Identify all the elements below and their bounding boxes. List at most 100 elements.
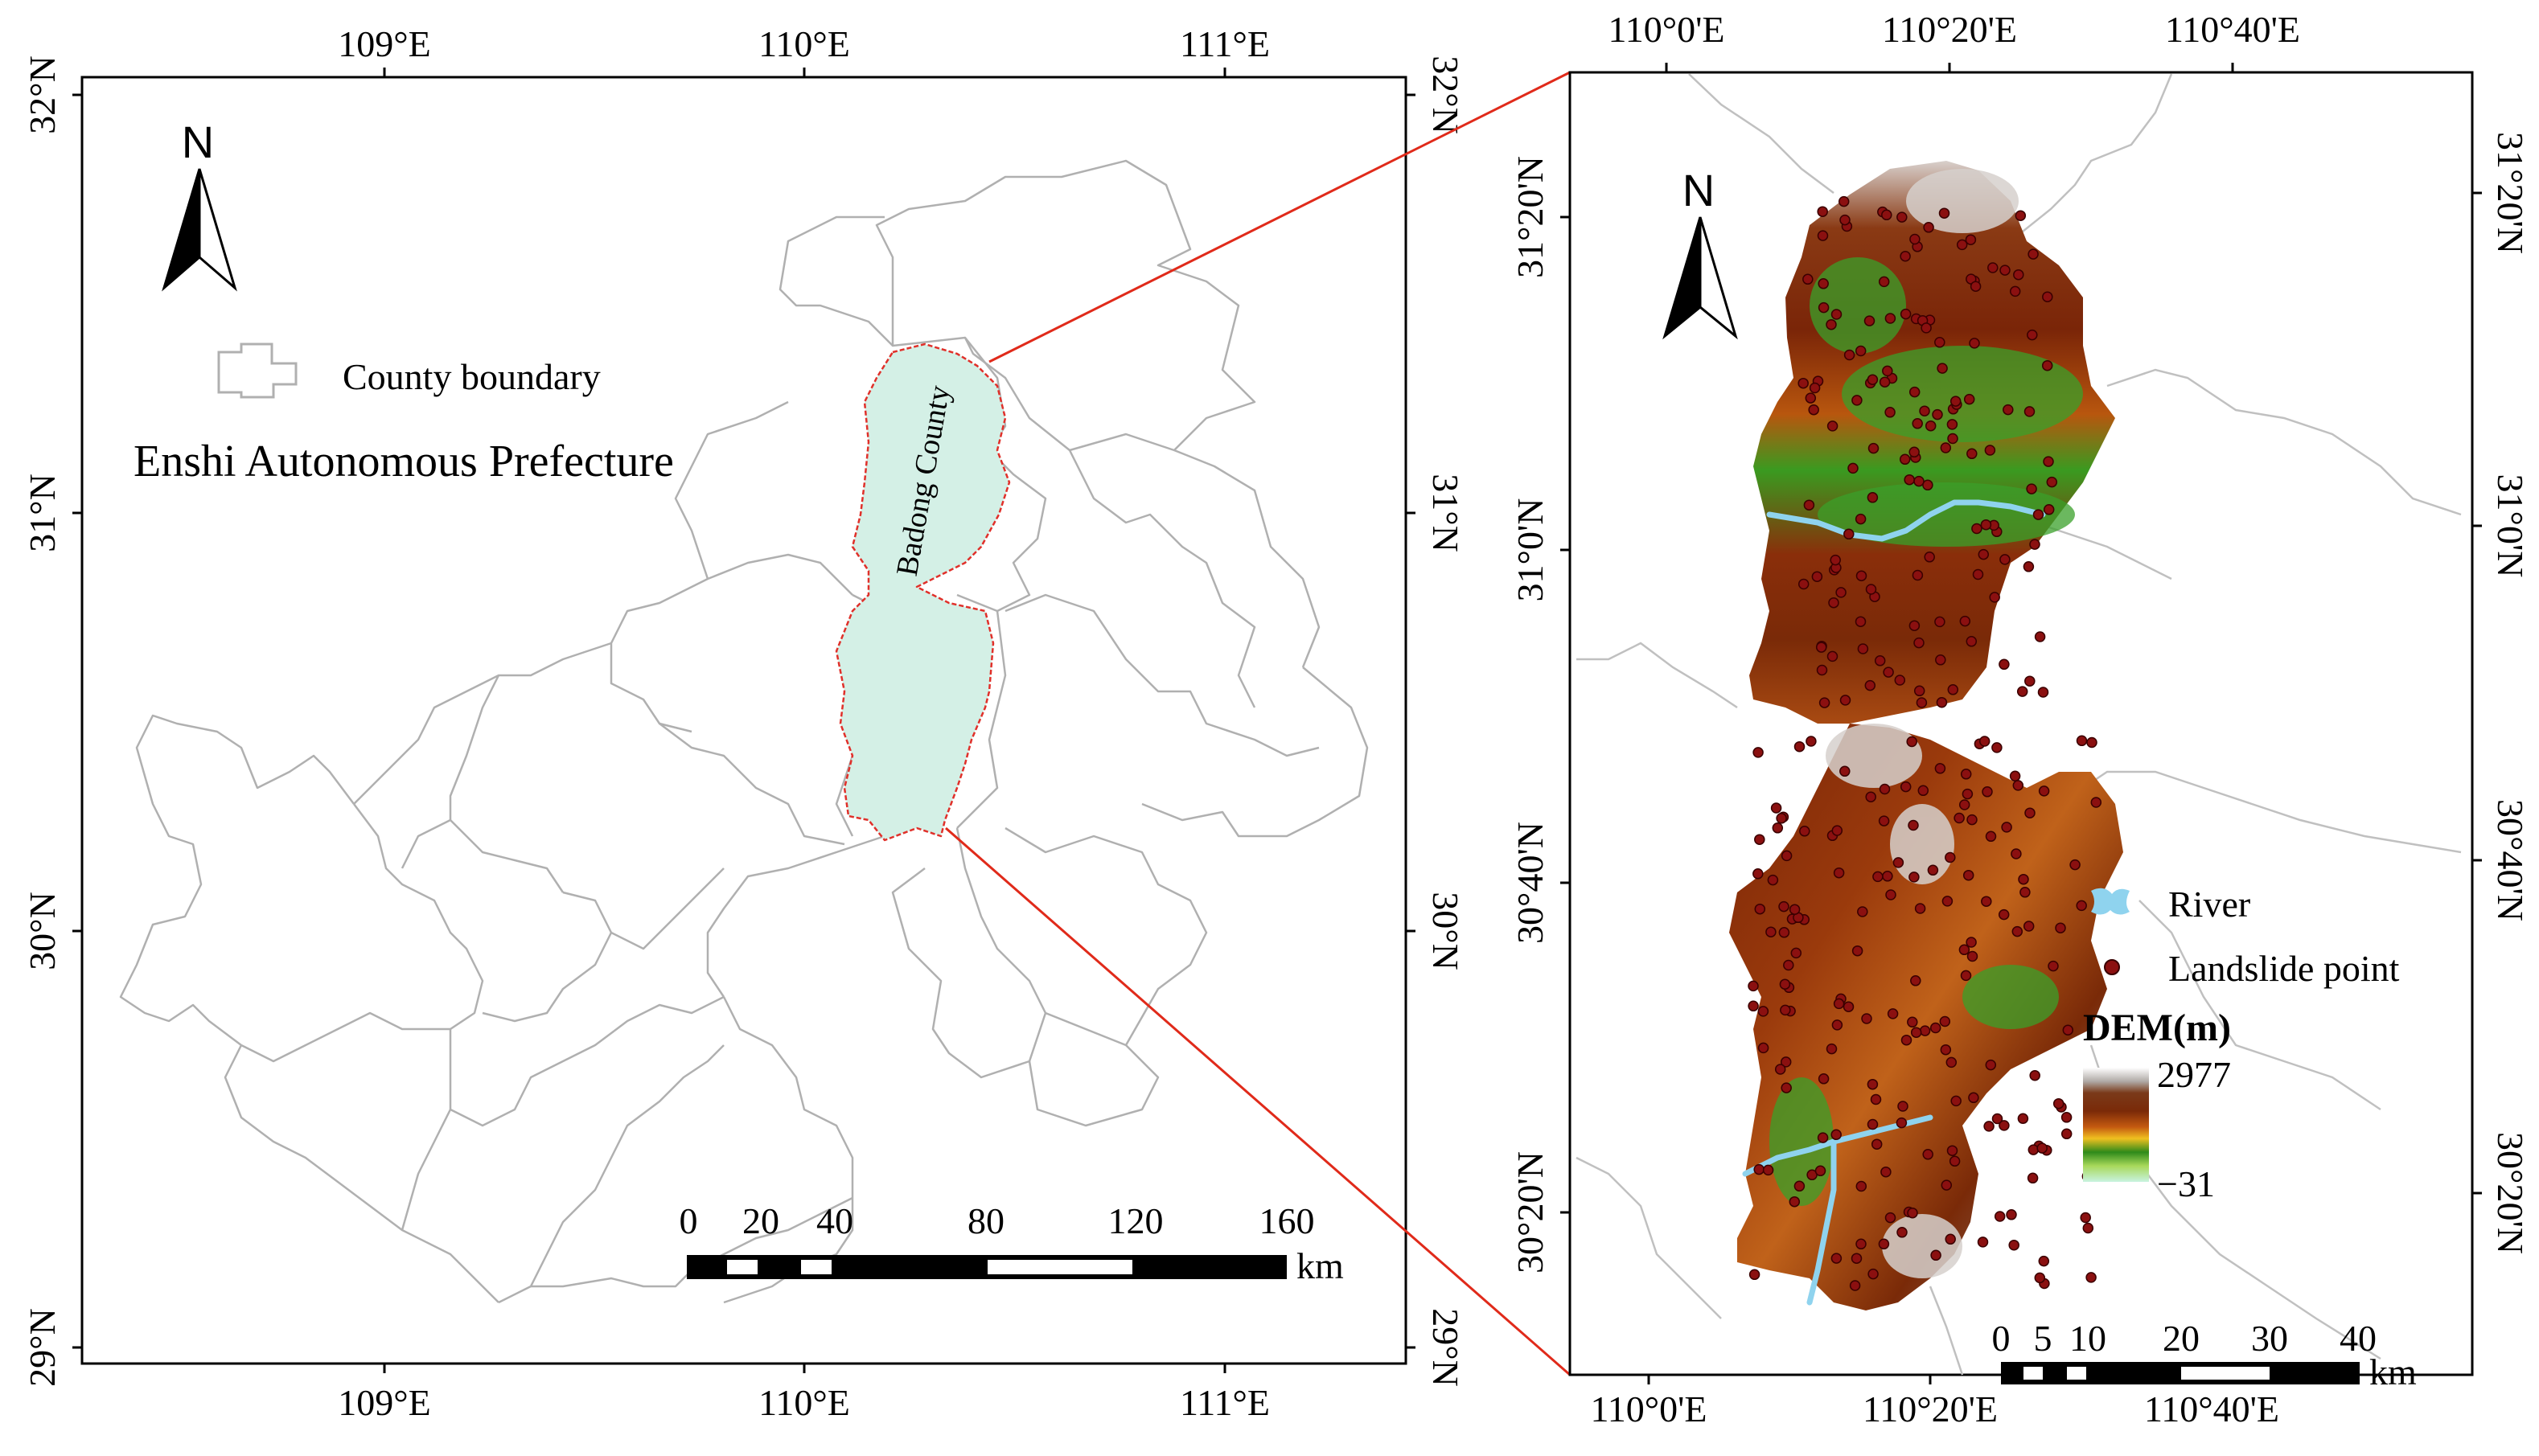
dem-lowland-patches	[1769, 257, 2083, 1206]
landslide-point	[1954, 812, 1965, 824]
dem-color-ramp	[2083, 1068, 2149, 1182]
landslide-point	[2069, 859, 2081, 871]
right-scale-bar: 0 5 10 20 30 40 km	[1992, 1318, 2418, 1392]
landslide-point	[1774, 1064, 1786, 1075]
landslide-point	[1946, 1145, 1958, 1156]
landslide-point	[1778, 900, 1789, 913]
landslide-point	[1922, 479, 1933, 491]
landslide-point	[1907, 1016, 1918, 1028]
landslide-legend-label: Landslide point	[2168, 948, 2400, 989]
river-legend-icon	[2091, 888, 2130, 915]
landslide-point	[1934, 337, 1945, 348]
landslide-point	[1778, 927, 1790, 938]
landslide-point	[1900, 308, 1912, 320]
landslide-point	[1884, 1212, 1896, 1224]
landslide-point	[2027, 329, 2038, 341]
landslide-point	[2038, 1255, 2050, 1267]
landslide-point	[2009, 285, 2021, 297]
landslide-point	[1874, 655, 1886, 666]
north-label: N	[182, 117, 214, 167]
landslide-point	[2003, 404, 2014, 416]
landslide-point	[1748, 1269, 1760, 1281]
landslide-point	[1872, 871, 1884, 883]
landslide-point	[1950, 1095, 1962, 1107]
landslide-point	[1883, 666, 1894, 678]
landslide-point	[1958, 944, 1970, 956]
landslide-point	[1816, 664, 1828, 676]
left-lat-label: 31°N	[22, 474, 63, 552]
landslide-point	[1958, 799, 1970, 810]
landslide-point	[2038, 785, 2050, 797]
landslide-point	[1924, 552, 1935, 563]
landslide-point	[2037, 687, 2049, 698]
left-bottom-lon-label: 109°E	[338, 1382, 431, 1423]
landslide-point	[2028, 1144, 2040, 1155]
landslide-point	[1855, 1180, 1867, 1192]
landslide-point	[1972, 568, 1984, 580]
landslide-point	[1884, 313, 1896, 324]
landslide-point	[1855, 570, 1867, 581]
landslide-point	[1904, 474, 1915, 486]
landslide-point	[1999, 265, 2011, 276]
landslide-point	[1998, 908, 2010, 921]
landslide-point	[2001, 822, 2012, 833]
landslide-point	[1960, 769, 1972, 780]
left-lat-label: 32°N	[22, 55, 63, 134]
landslide-point	[2006, 1209, 2017, 1220]
landslide-point	[1805, 392, 1817, 404]
landslide-point	[1909, 233, 1921, 245]
county-boundary-legend-label: County boundary	[343, 356, 601, 397]
badong-county-shape	[835, 342, 1011, 842]
landslide-point	[1838, 195, 1850, 207]
scale-unit-label: km	[1296, 1245, 1344, 1286]
scale-tick-label: 160	[1259, 1200, 1315, 1241]
landslide-point	[1752, 868, 1764, 880]
landslide-point	[1830, 554, 1841, 566]
left-top-lon-ticks	[383, 68, 1226, 77]
landslide-point	[1896, 1227, 1908, 1238]
left-top-lon-label: 109°E	[338, 23, 431, 64]
landslide-point	[1811, 571, 1823, 582]
landslide-point	[1826, 650, 1839, 662]
landslide-point	[1826, 1043, 1838, 1055]
landslide-point	[2032, 509, 2044, 520]
landslide-point	[1923, 222, 1934, 233]
right-left-lat-label: 31°20'N	[1510, 156, 1551, 278]
right-bottom-lon-label: 110°0'E	[1590, 1388, 1707, 1429]
landslide-point	[1830, 309, 1843, 320]
landslide-point	[1981, 896, 1992, 907]
dem-min-label: −31	[2157, 1163, 2215, 1204]
landslide-point	[1779, 978, 1791, 990]
landslide-point	[2011, 925, 2023, 937]
landslide-point	[1879, 783, 1891, 795]
landslide-point	[1879, 376, 1891, 388]
landslide-point	[1754, 834, 1765, 845]
landslide-point	[1989, 592, 2000, 603]
landslide-point	[1748, 1000, 1759, 1012]
landslide-point	[2090, 797, 2102, 808]
landslide-point	[1999, 1120, 2010, 1131]
landslide-point	[1913, 637, 1925, 649]
landslide-point	[1999, 658, 2010, 671]
landslide-point	[1919, 405, 1930, 416]
landslide-point	[1977, 1237, 1989, 1248]
landslide-point	[1789, 1196, 1801, 1208]
landslide-point	[1959, 615, 1971, 627]
landslide-point	[1882, 871, 1893, 882]
landslide-point	[1818, 697, 1830, 708]
right-top-lon-label: 110°20'E	[1882, 9, 2017, 50]
right-bottom-lon-label: 110°20'E	[1863, 1388, 1998, 1429]
left-map-frame	[80, 76, 1407, 1365]
landslide-point	[2076, 735, 2088, 747]
landslide-point	[1983, 1121, 1995, 1132]
landslide-point	[1934, 616, 1945, 628]
landslide-point	[1999, 554, 2011, 565]
landslide-point	[1843, 1001, 1855, 1012]
landslide-point	[1934, 763, 1946, 774]
landslide-point	[1851, 945, 1863, 957]
landslide-point	[2028, 248, 2039, 260]
landslide-point	[1809, 382, 1821, 394]
landslide-point	[1994, 1211, 2006, 1222]
left-map-title: Enshi Autonomous Prefecture	[134, 437, 674, 486]
